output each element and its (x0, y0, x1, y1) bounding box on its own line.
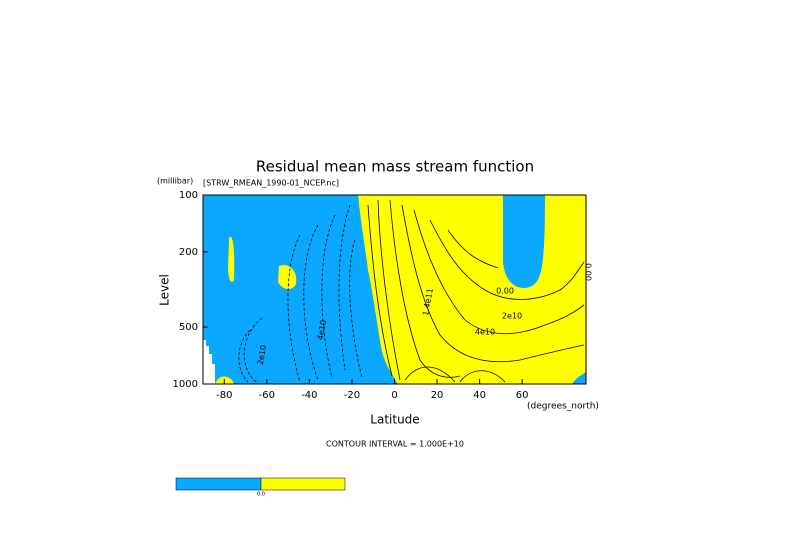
contour-line (389, 199, 461, 378)
x-unit: (degrees_north) (527, 402, 599, 412)
contour-line (404, 366, 456, 383)
footnote: CONTOUR INTERVAL = 1.000E+10 (326, 440, 464, 449)
y-unit: (millibar) (157, 177, 193, 186)
x-tick-label: 0 (391, 390, 397, 401)
contour-line (377, 199, 401, 381)
contour-line (413, 209, 585, 335)
contour-line (429, 219, 585, 300)
contour-line (287, 234, 301, 383)
contour-line (238, 329, 251, 383)
positive-region (228, 236, 235, 282)
x-axis-label: Latitude (370, 413, 419, 427)
contour-line (338, 204, 351, 371)
contour-line (401, 204, 585, 363)
positive-region (358, 195, 586, 384)
contour-label: 4e10 (475, 328, 495, 337)
x-tick-label: 20 (431, 390, 444, 401)
contour-line (349, 239, 363, 379)
y-tick-label: 500 (179, 322, 198, 333)
x-tick-label: 40 (473, 390, 486, 401)
x-tick-label: 60 (516, 390, 529, 401)
contour-label: 0.00 (496, 287, 514, 296)
colorbar-negative (175, 477, 262, 491)
contour-label: 4e10 (316, 319, 328, 340)
y-tick-label: 200 (179, 247, 198, 258)
contour-line (447, 229, 499, 269)
x-tick-label: -20 (344, 390, 360, 401)
contour-line (459, 370, 506, 383)
y-tick-label: 1000 (173, 379, 198, 390)
contour-line (243, 317, 263, 384)
colorbar-tick-label: 0.0 (257, 492, 265, 498)
x-tick-label: -40 (301, 390, 317, 401)
y-axis-label: Level (158, 274, 172, 306)
x-tick-label: -80 (216, 390, 232, 401)
contour-label: 2e10 (502, 312, 522, 321)
subtitle: [STRW_RMEAN_1990-01_NCEP.nc] (203, 179, 339, 188)
positive-region (278, 265, 297, 290)
x-tick-label: -60 (259, 390, 275, 401)
y-tick-label: 100 (179, 190, 198, 201)
missing-region (203, 340, 215, 384)
contour-label: 0.00 (584, 263, 593, 281)
chart-title: Residual mean mass stream function (256, 158, 534, 176)
colorbar-positive (260, 477, 346, 491)
contour-label: 2e10 (256, 344, 268, 365)
contour-line (367, 204, 393, 377)
